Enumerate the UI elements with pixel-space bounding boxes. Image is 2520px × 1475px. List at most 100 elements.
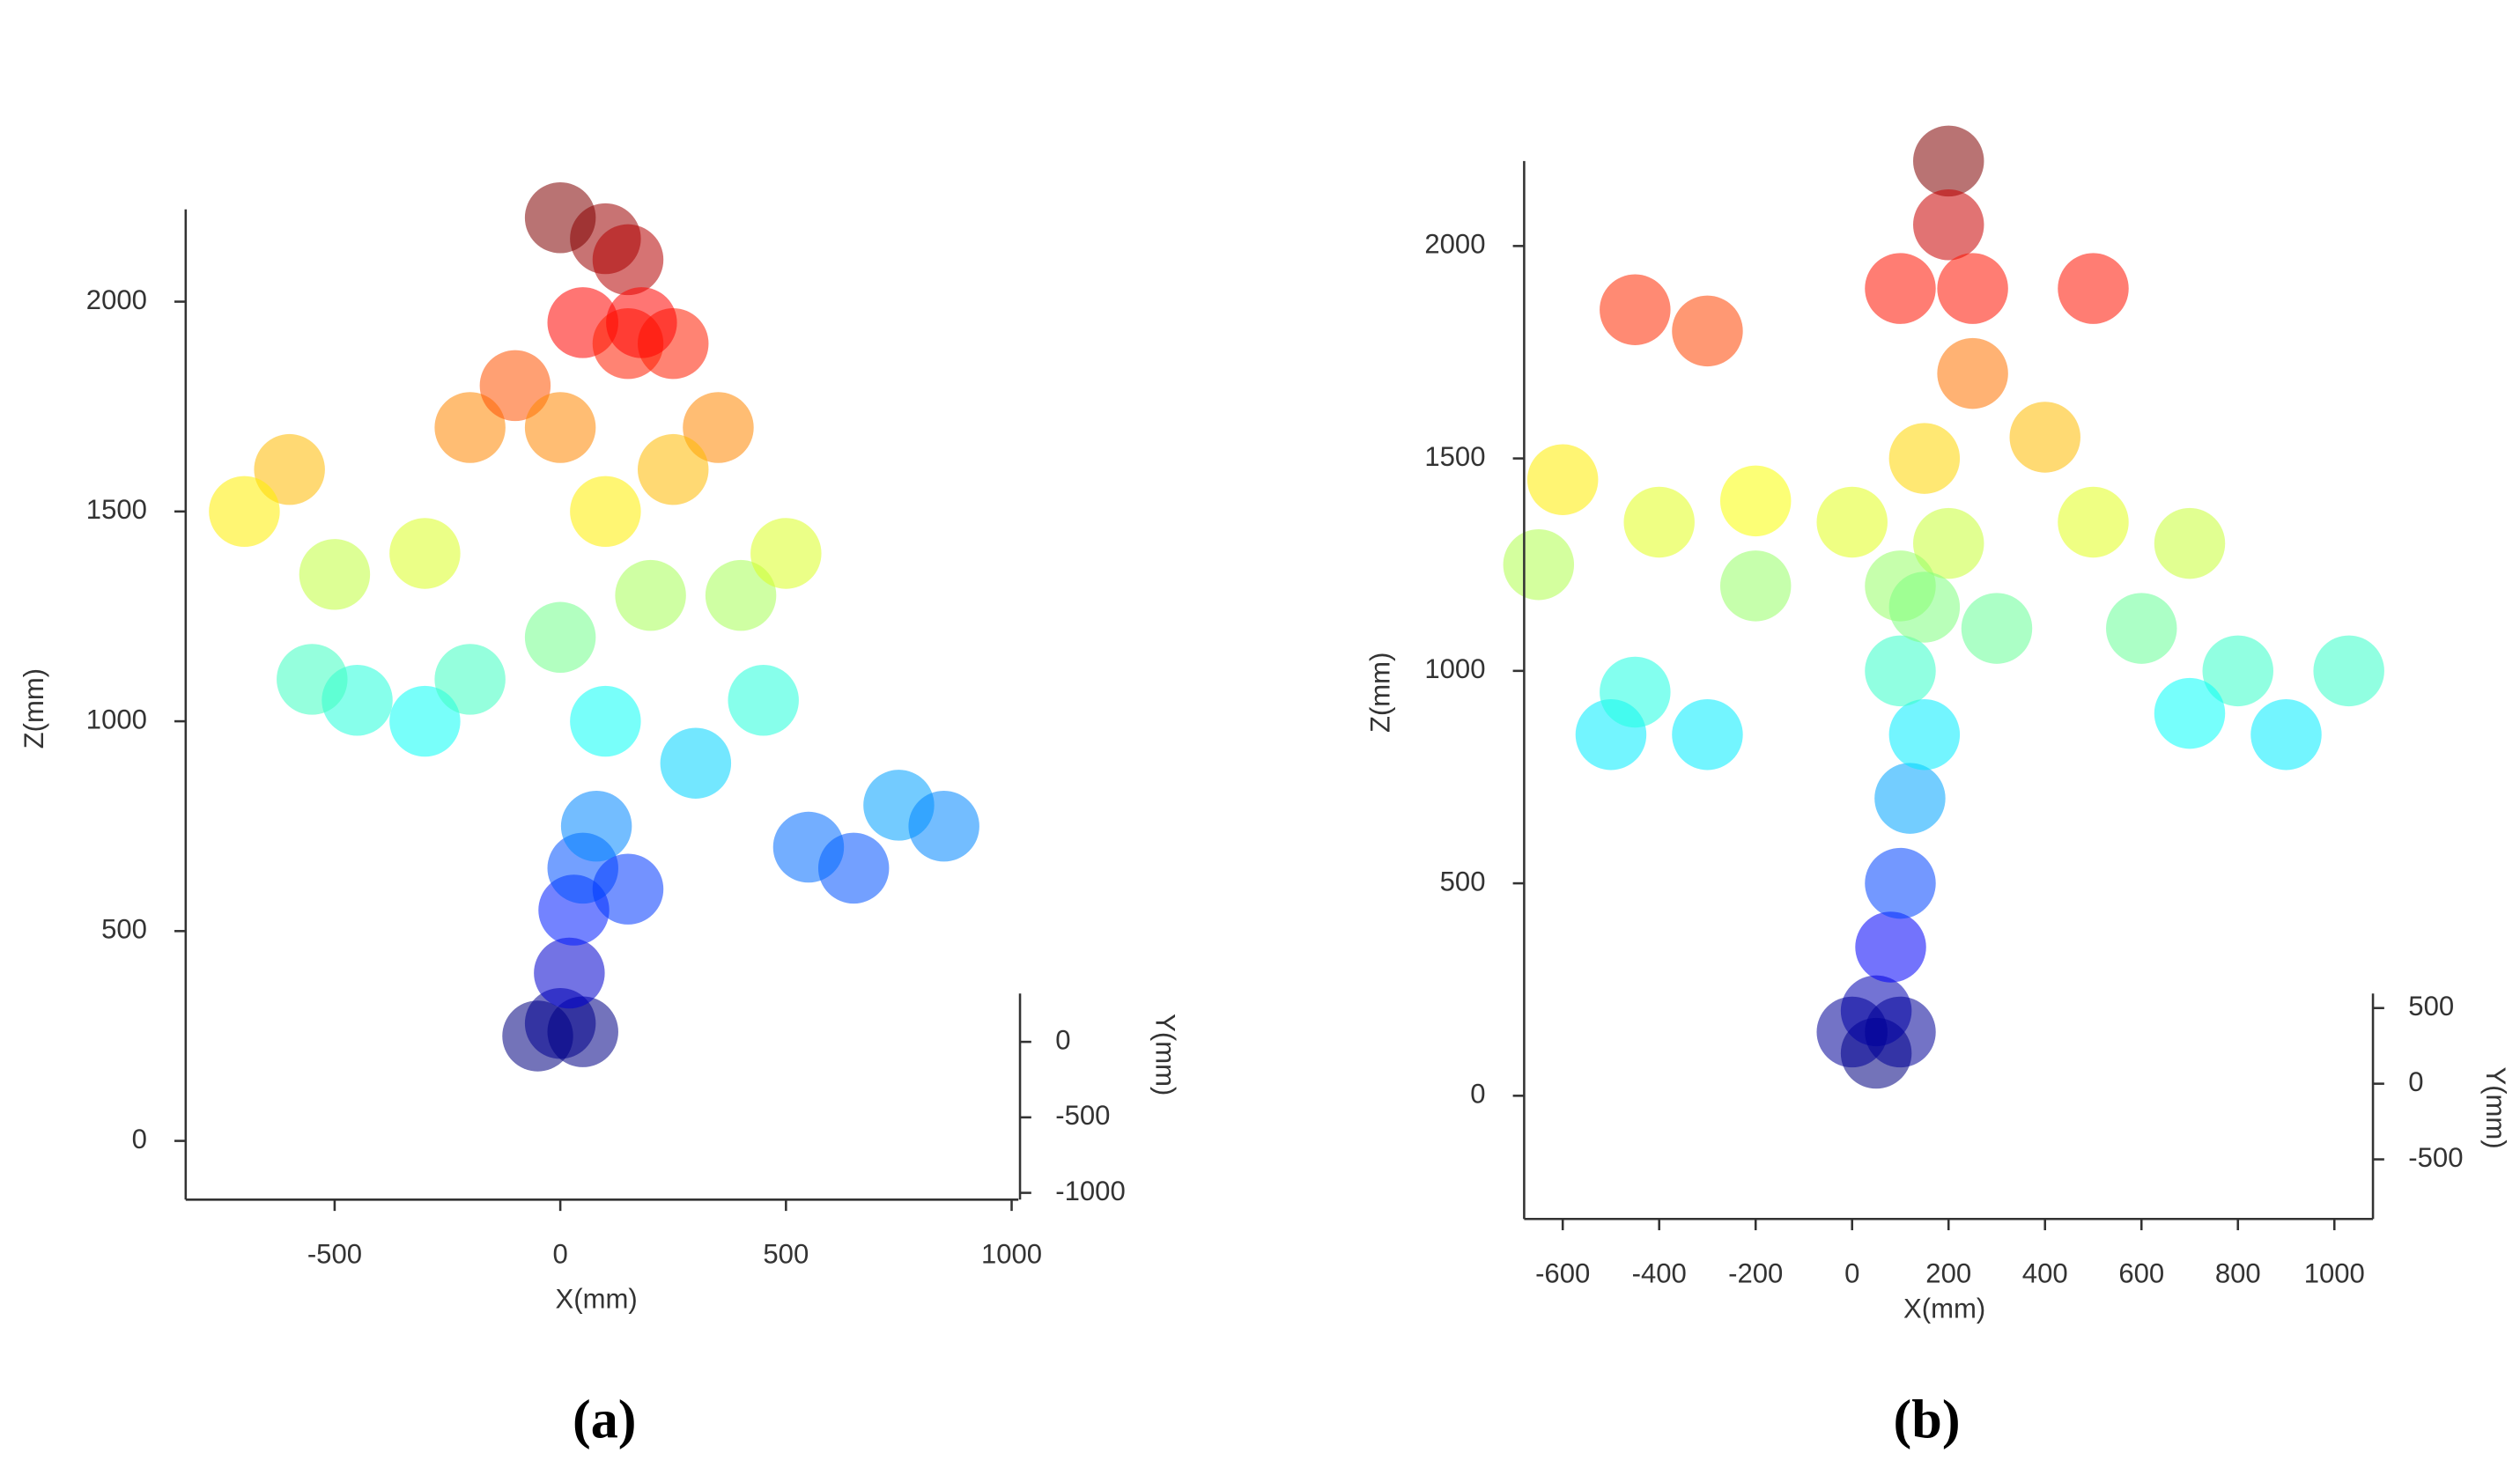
- point: [277, 644, 348, 715]
- x-tick-label: -200: [1728, 1257, 1783, 1288]
- point: [1912, 507, 1984, 579]
- point: [615, 559, 686, 631]
- depth-tick-label: 500: [2408, 991, 2454, 1021]
- point: [209, 476, 280, 548]
- point: [524, 392, 596, 463]
- point: [1912, 125, 1984, 197]
- point: [592, 224, 664, 296]
- point: [2250, 698, 2322, 771]
- point: [2058, 253, 2129, 324]
- point: [1961, 593, 2033, 664]
- point: [1672, 698, 1743, 771]
- x-tick-label: -500: [307, 1239, 362, 1270]
- depth-axis-label: Y(mm): [2480, 1066, 2511, 1148]
- x-tick-label: 200: [1925, 1257, 1971, 1288]
- point: [705, 559, 777, 631]
- point: [2154, 507, 2226, 579]
- point: [772, 811, 845, 883]
- x-tick-label: -600: [1535, 1257, 1590, 1288]
- point: [1503, 528, 1575, 601]
- point: [683, 392, 754, 463]
- point: [1874, 763, 1946, 834]
- depth-tick-label: 0: [1055, 1024, 1070, 1055]
- point: [2009, 402, 2080, 473]
- y-tick-label: 2000: [86, 284, 147, 315]
- point: [1865, 996, 1936, 1068]
- point: [479, 350, 551, 422]
- depth-tick-label: -500: [1055, 1100, 1110, 1131]
- point: [1865, 635, 1936, 707]
- point: [389, 685, 461, 757]
- x-axis-label: X(mm): [1903, 1294, 1985, 1324]
- z-axis-label: Z(mm): [18, 668, 49, 749]
- point: [1719, 465, 1792, 537]
- y-tick-label: 1000: [1424, 653, 1485, 684]
- y-tick-label: 500: [101, 914, 147, 945]
- x-axis-label: X(mm): [556, 1284, 638, 1315]
- point: [254, 433, 325, 505]
- y-tick-label: 2000: [1424, 229, 1485, 260]
- point: [1888, 698, 1961, 771]
- point: [660, 727, 732, 799]
- y-tick-label: 0: [132, 1124, 147, 1154]
- x-tick-label: 600: [2118, 1257, 2164, 1288]
- point: [1888, 572, 1961, 643]
- depth-axis-label: Y(mm): [1150, 1014, 1181, 1095]
- depth-tick-label: -1000: [1055, 1176, 1126, 1206]
- point: [389, 518, 461, 589]
- point: [1816, 486, 1888, 558]
- point: [570, 685, 641, 757]
- point: [728, 665, 799, 736]
- point: [2106, 593, 2177, 664]
- point: [434, 392, 506, 463]
- point: [750, 518, 822, 589]
- depth-tick-label: 0: [2408, 1066, 2423, 1097]
- y-tick-label: 1500: [86, 494, 147, 525]
- point: [1937, 337, 2008, 409]
- point: [1600, 274, 1671, 345]
- point: [1912, 189, 1984, 261]
- point: [570, 476, 641, 548]
- point: [1937, 253, 2008, 324]
- point: [534, 937, 605, 1009]
- x-tick-label: 0: [1844, 1257, 1859, 1288]
- x-tick-label: 0: [552, 1239, 567, 1270]
- point: [1600, 656, 1671, 728]
- point: [434, 644, 506, 715]
- caption: (a): [573, 1390, 636, 1450]
- point: [524, 182, 596, 254]
- point: [524, 601, 596, 673]
- y-tick-label: 1500: [1424, 441, 1485, 472]
- x-tick-label: 1000: [2304, 1257, 2365, 1288]
- point: [592, 853, 664, 925]
- point: [2154, 677, 2226, 749]
- point: [606, 287, 677, 358]
- point: [1865, 847, 1936, 919]
- caption: (b): [1894, 1390, 1961, 1450]
- point: [1719, 550, 1792, 622]
- x-tick-label: 500: [763, 1239, 809, 1270]
- point: [1623, 486, 1695, 558]
- z-axis-label: Z(mm): [1365, 653, 1396, 733]
- point: [1526, 444, 1599, 515]
- point: [2058, 486, 2129, 558]
- x-tick-label: 1000: [981, 1239, 1042, 1270]
- y-tick-label: 1000: [86, 704, 147, 734]
- point: [547, 996, 618, 1067]
- x-tick-label: 400: [2022, 1257, 2068, 1288]
- x-tick-label: 800: [2215, 1257, 2261, 1288]
- y-tick-label: 0: [1470, 1079, 1485, 1110]
- point: [908, 790, 979, 862]
- point: [299, 539, 371, 610]
- point: [1672, 295, 1743, 367]
- point: [560, 790, 632, 862]
- point: [2202, 635, 2273, 707]
- point: [2313, 635, 2384, 707]
- point: [1865, 253, 1936, 324]
- point: [1888, 423, 1961, 494]
- point: [637, 433, 709, 505]
- point: [1855, 911, 1926, 983]
- y-tick-label: 500: [1440, 866, 1486, 896]
- depth-tick-label: -500: [2408, 1142, 2463, 1173]
